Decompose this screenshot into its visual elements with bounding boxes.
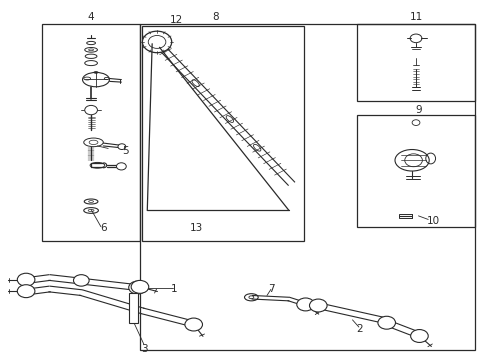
Bar <box>399 214 412 218</box>
Text: 12: 12 <box>170 15 183 26</box>
Text: 13: 13 <box>190 224 203 233</box>
Circle shape <box>185 318 202 331</box>
Circle shape <box>118 144 126 149</box>
Circle shape <box>129 281 147 294</box>
Text: 1: 1 <box>171 284 177 294</box>
Circle shape <box>85 105 98 115</box>
Bar <box>140 24 475 350</box>
Bar <box>357 24 475 101</box>
Circle shape <box>17 285 35 298</box>
Circle shape <box>143 31 172 53</box>
Bar <box>42 24 140 241</box>
Text: 11: 11 <box>409 12 423 22</box>
Circle shape <box>148 36 166 48</box>
Text: 3: 3 <box>142 344 148 354</box>
Circle shape <box>310 299 327 312</box>
Text: 9: 9 <box>415 105 422 115</box>
Circle shape <box>411 329 428 342</box>
Circle shape <box>378 316 395 329</box>
Text: 5: 5 <box>122 146 128 156</box>
Circle shape <box>17 273 35 286</box>
Circle shape <box>131 280 149 293</box>
Bar <box>129 293 139 323</box>
Text: 6: 6 <box>100 224 107 233</box>
Circle shape <box>410 34 422 42</box>
Text: 10: 10 <box>427 216 440 226</box>
Circle shape <box>117 163 126 170</box>
Text: 2: 2 <box>357 324 363 334</box>
Circle shape <box>297 298 315 311</box>
Text: 7: 7 <box>269 284 275 294</box>
Bar <box>143 26 304 241</box>
Text: 4: 4 <box>88 12 95 22</box>
Bar <box>357 116 475 226</box>
Text: 8: 8 <box>212 12 219 22</box>
Circle shape <box>74 275 89 286</box>
